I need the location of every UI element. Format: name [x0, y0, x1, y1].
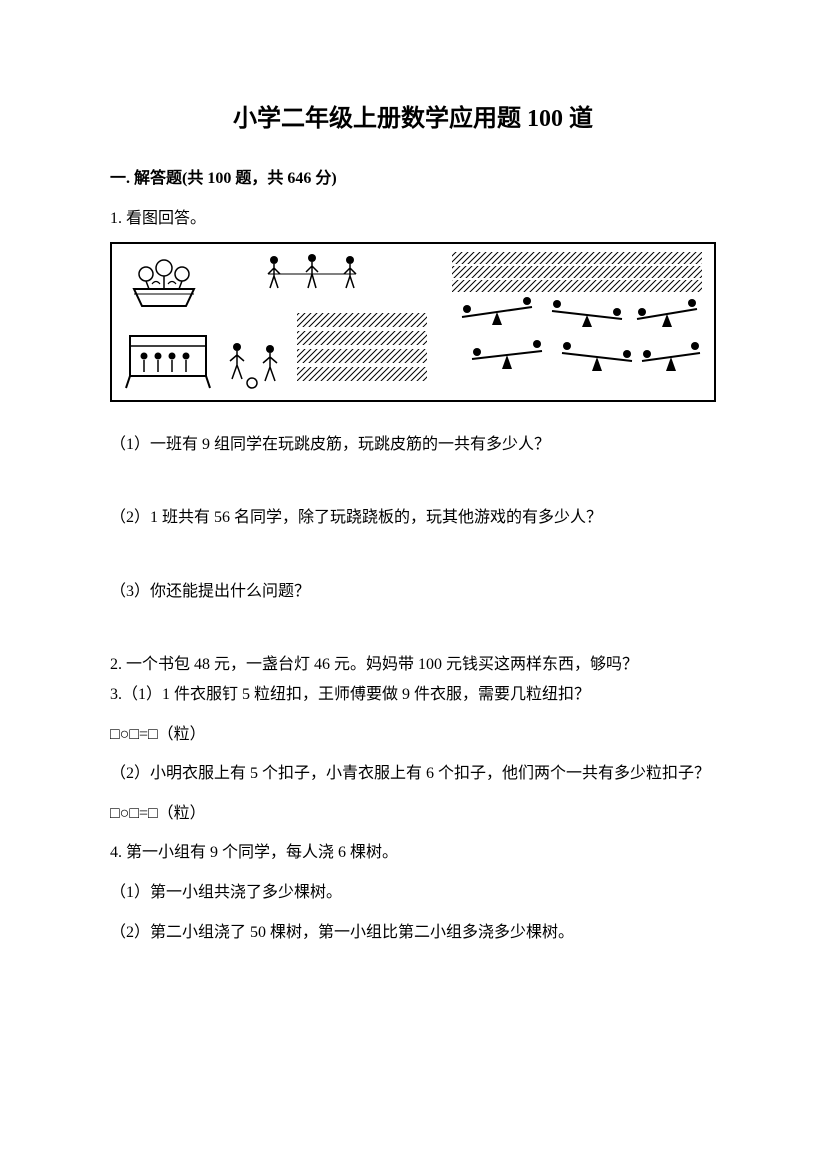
seesaw-icon	[452, 297, 702, 392]
pull-up-bar-icon	[124, 330, 212, 390]
q3-formula1: □○□=□（粒）	[110, 722, 716, 748]
bleachers-mid-icon	[297, 309, 427, 394]
q3-sub2: （2）小明衣服上有 5 个扣子，小青衣服上有 6 个扣子，他们两个一共有多少粒扣…	[110, 761, 716, 787]
q1-figure	[110, 242, 716, 402]
bleachers-top-icon	[452, 250, 702, 292]
page-title: 小学二年级上册数学应用题 100 道	[110, 100, 716, 138]
q3-sub1: 3.（1）1 件衣服钉 5 粒纽扣，王师傅要做 9 件衣服，需要几粒纽扣？	[110, 682, 716, 708]
q1-sub3: （3）你还能提出什么问题？	[110, 579, 716, 605]
q3-formula2: □○□=□（粒）	[110, 801, 716, 827]
flower-pot-icon	[124, 254, 204, 309]
q1-sub2: （2）1 班共有 56 名同学，除了玩跷跷板的，玩其他游戏的有多少人？	[110, 505, 716, 531]
q1-sub1: （1）一班有 9 组同学在玩跳皮筋，玩跳皮筋的一共有多少人？	[110, 432, 716, 458]
q2-text: 2. 一个书包 48 元，一盏台灯 46 元。妈妈带 100 元钱买这两样东西，…	[110, 652, 716, 678]
q4-sub2: （2）第二小组浇了 50 棵树，第一小组比第二小组多浇多少棵树。	[110, 920, 716, 946]
q4-sub1: （1）第一小组共浇了多少棵树。	[110, 880, 716, 906]
section-header: 一. 解答题(共 100 题，共 646 分)	[110, 166, 716, 192]
q4-stem: 4. 第一小组有 9 个同学，每人浇 6 棵树。	[110, 840, 716, 866]
soccer-icon	[222, 337, 292, 392]
q1-stem: 1. 看图回答。	[110, 206, 716, 232]
jump-rope-icon	[262, 252, 362, 292]
